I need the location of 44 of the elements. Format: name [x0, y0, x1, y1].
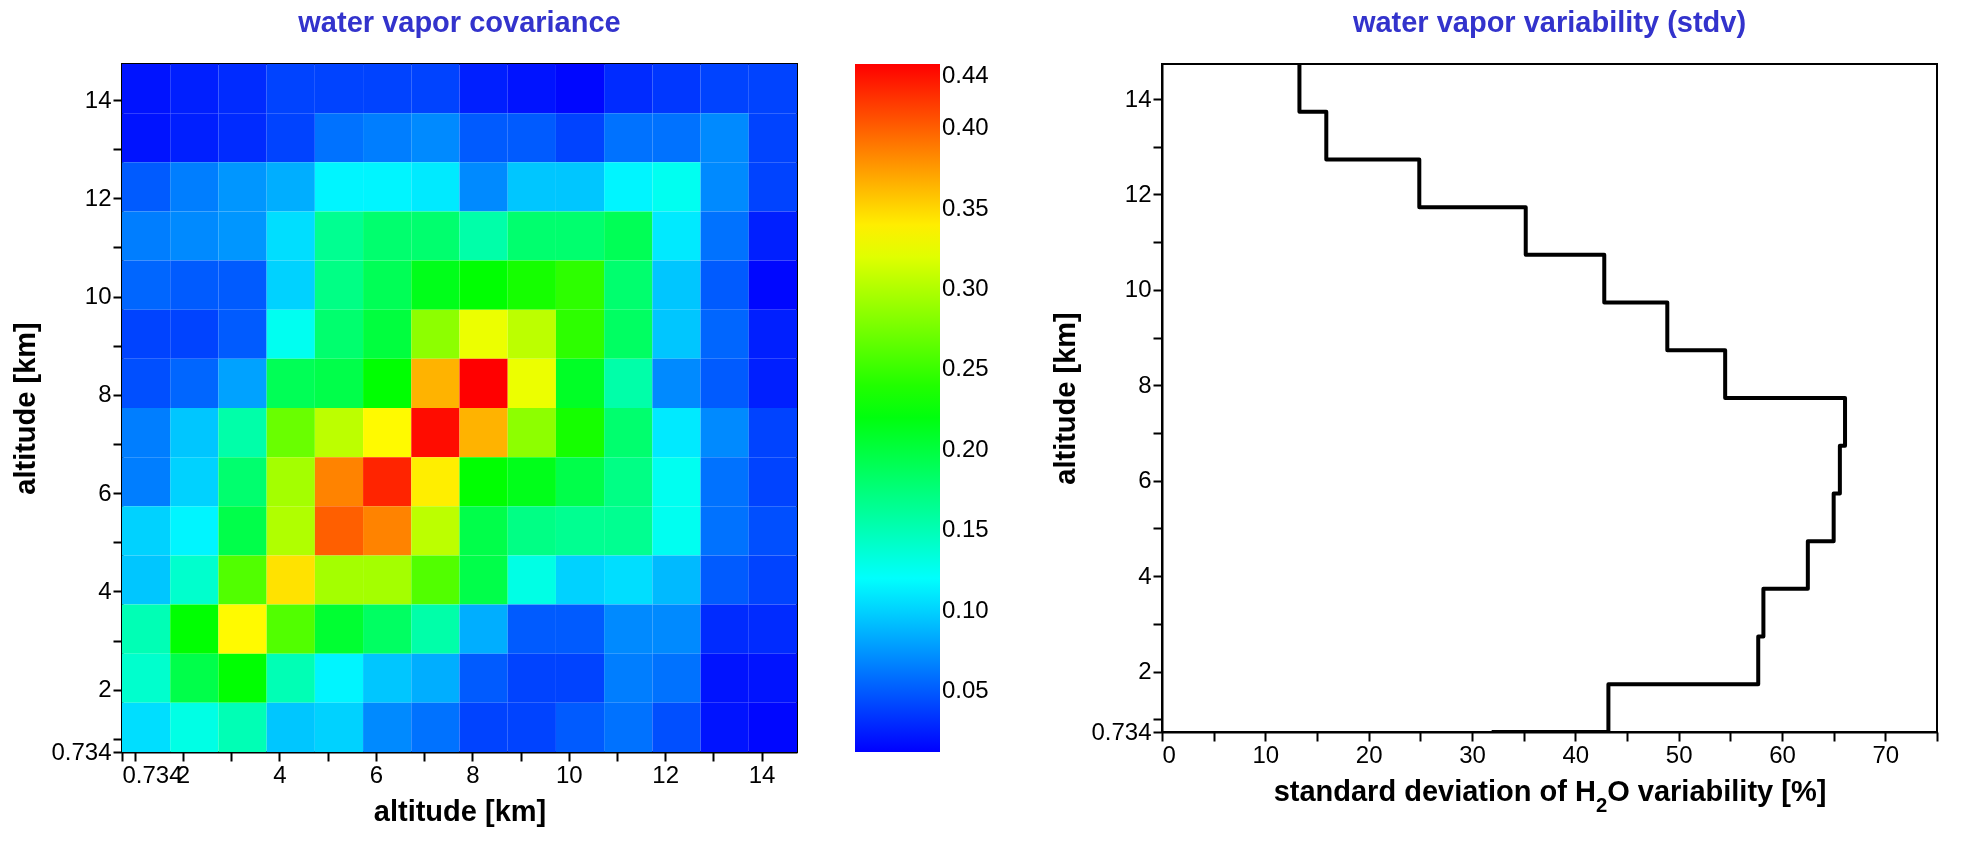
y-tick-label: 2 [1138, 657, 1152, 685]
y-tick-label: 14 [84, 85, 112, 113]
color-bar-label: 0.05 [942, 675, 989, 703]
x-tick-label: 60 [1769, 740, 1796, 768]
x-tick-label: 10 [555, 760, 583, 788]
x-tick-label: 0 [1162, 740, 1176, 768]
y-tick-label: 10 [84, 282, 112, 310]
color-bar-label: 0.44 [942, 61, 989, 88]
y-tick-label: 14 [1124, 84, 1152, 112]
y-tick-label: 8 [1138, 370, 1152, 398]
y-axis-title: altitude [km] [1049, 312, 1082, 485]
x-tick-label: 14 [748, 760, 776, 788]
y-axis-title: altitude [km] [9, 322, 42, 495]
color-bar-label: 0.25 [942, 354, 989, 382]
x-tick-label: 20 [1355, 740, 1383, 768]
x-tick-label: 12 [652, 760, 680, 788]
y-tick-label: 6 [98, 478, 112, 506]
color-bar-label: 0.40 [942, 113, 989, 141]
x-tick-label: 6 [369, 760, 384, 788]
y-tick-label: 4 [98, 577, 112, 604]
y-tick-label: 2 [98, 675, 112, 703]
x-tick-label: 10 [1252, 740, 1280, 768]
y-tick-label: 6 [1138, 466, 1152, 494]
y-tick-label: 0.734 [1091, 717, 1152, 745]
x-tick-label: 40 [1562, 740, 1590, 768]
y-tick-label: 8 [98, 380, 112, 408]
y-tick-label: 12 [1124, 179, 1152, 207]
chart-title: water vapor variability (stdv) [1351, 6, 1747, 38]
color-bar-label: 0.15 [942, 515, 989, 543]
x-tick-label: 50 [1665, 740, 1693, 768]
x-axis-title: standard deviation of H$_{2}$O variability [%] [1273, 774, 1827, 816]
x-tick-label: 30 [1459, 740, 1486, 768]
color-bar-label: 0.35 [942, 193, 989, 221]
x-tick-label: 4 [273, 760, 287, 788]
color-bar-label: 0.10 [942, 595, 989, 623]
color-bar-label: 0.20 [942, 434, 989, 462]
y-tick-label: 4 [1138, 561, 1152, 589]
y-tick-label: 12 [84, 183, 112, 211]
color-bar-label: 0.30 [942, 274, 989, 302]
y-tick-label: 10 [1124, 275, 1152, 303]
x-tick-label: 70 [1872, 740, 1900, 768]
chart-title: water vapor covariance [297, 6, 621, 38]
x-axis-title: altitude [km] [373, 794, 547, 827]
x-tick-label: 8 [466, 760, 480, 788]
